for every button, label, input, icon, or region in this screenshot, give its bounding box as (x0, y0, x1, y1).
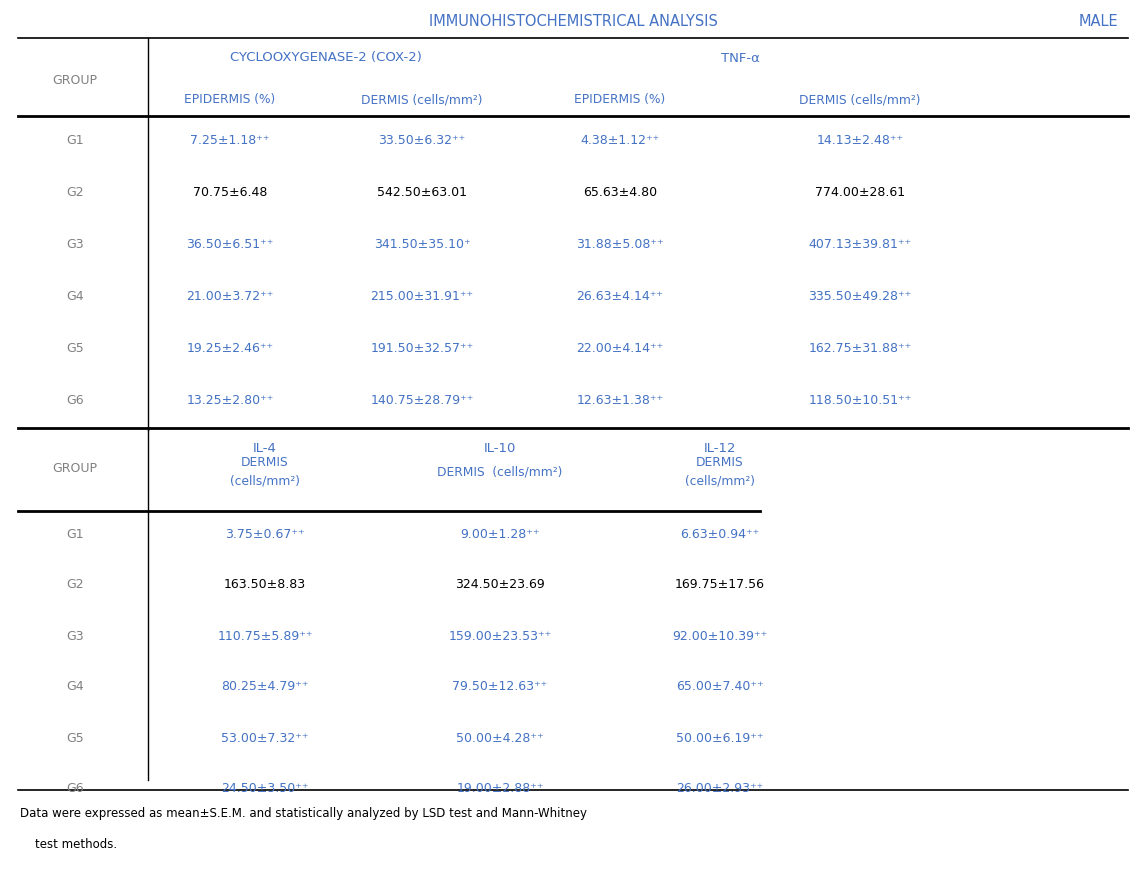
Text: 163.50±8.83: 163.50±8.83 (223, 578, 306, 592)
Text: 110.75±5.89⁺⁺: 110.75±5.89⁺⁺ (218, 629, 313, 643)
Text: IMMUNOHISTOCHEMISTRICAL ANALYSIS: IMMUNOHISTOCHEMISTRICAL ANALYSIS (429, 14, 717, 29)
Text: 12.63±1.38⁺⁺: 12.63±1.38⁺⁺ (576, 394, 664, 408)
Text: 118.50±10.51⁺⁺: 118.50±10.51⁺⁺ (808, 394, 912, 408)
Text: G4: G4 (66, 290, 84, 303)
Text: 50.00±6.19⁺⁺: 50.00±6.19⁺⁺ (676, 732, 763, 745)
Text: 31.88±5.08⁺⁺: 31.88±5.08⁺⁺ (576, 239, 664, 252)
Text: EPIDERMIS (%): EPIDERMIS (%) (185, 93, 276, 107)
Text: 19.25±2.46⁺⁺: 19.25±2.46⁺⁺ (187, 343, 274, 355)
Text: IL-10: IL-10 (484, 441, 516, 455)
Text: 159.00±23.53⁺⁺: 159.00±23.53⁺⁺ (448, 629, 551, 643)
Text: G1: G1 (66, 528, 84, 540)
Text: DERMIS  (cells/mm²): DERMIS (cells/mm²) (438, 465, 563, 479)
Text: 162.75±31.88⁺⁺: 162.75±31.88⁺⁺ (808, 343, 911, 355)
Text: 169.75±17.56: 169.75±17.56 (675, 578, 766, 592)
Text: 19.00±2.88⁺⁺: 19.00±2.88⁺⁺ (456, 782, 543, 796)
Text: 26.00±2.93⁺⁺: 26.00±2.93⁺⁺ (676, 782, 763, 796)
Text: 36.50±6.51⁺⁺: 36.50±6.51⁺⁺ (187, 239, 274, 252)
Text: 53.00±7.32⁺⁺: 53.00±7.32⁺⁺ (221, 732, 308, 745)
Text: DERMIS: DERMIS (696, 457, 744, 470)
Text: test methods.: test methods. (19, 838, 117, 852)
Text: 92.00±10.39⁺⁺: 92.00±10.39⁺⁺ (673, 629, 768, 643)
Text: 80.25±4.79⁺⁺: 80.25±4.79⁺⁺ (221, 681, 308, 693)
Text: G6: G6 (66, 394, 84, 408)
Text: CYCLOOXYGENASE-2 (COX-2): CYCLOOXYGENASE-2 (COX-2) (230, 52, 422, 64)
Text: MALE: MALE (1078, 14, 1118, 29)
Text: GROUP: GROUP (53, 74, 97, 86)
Text: 21.00±3.72⁺⁺: 21.00±3.72⁺⁺ (187, 290, 274, 303)
Text: G1: G1 (66, 134, 84, 148)
Text: DERMIS (cells/mm²): DERMIS (cells/mm²) (361, 93, 482, 107)
Text: 191.50±32.57⁺⁺: 191.50±32.57⁺⁺ (370, 343, 473, 355)
Text: 50.00±4.28⁺⁺: 50.00±4.28⁺⁺ (456, 732, 544, 745)
Text: G2: G2 (66, 578, 84, 592)
Text: 33.50±6.32⁺⁺: 33.50±6.32⁺⁺ (378, 134, 465, 148)
Text: 341.50±35.10⁺: 341.50±35.10⁺ (374, 239, 470, 252)
Text: 140.75±28.79⁺⁺: 140.75±28.79⁺⁺ (370, 394, 473, 408)
Text: G6: G6 (66, 782, 84, 796)
Text: G4: G4 (66, 681, 84, 693)
Text: EPIDERMIS (%): EPIDERMIS (%) (574, 93, 666, 107)
Text: 335.50±49.28⁺⁺: 335.50±49.28⁺⁺ (808, 290, 911, 303)
Text: 65.00±7.40⁺⁺: 65.00±7.40⁺⁺ (676, 681, 764, 693)
Text: DERMIS: DERMIS (241, 457, 289, 470)
Text: 7.25±1.18⁺⁺: 7.25±1.18⁺⁺ (190, 134, 269, 148)
Text: 407.13±39.81⁺⁺: 407.13±39.81⁺⁺ (808, 239, 911, 252)
Text: (cells/mm²): (cells/mm²) (230, 474, 300, 488)
Text: 79.50±12.63⁺⁺: 79.50±12.63⁺⁺ (453, 681, 548, 693)
Text: 14.13±2.48⁺⁺: 14.13±2.48⁺⁺ (816, 134, 903, 148)
Text: 70.75±6.48: 70.75±6.48 (193, 187, 267, 199)
Text: (cells/mm²): (cells/mm²) (685, 474, 755, 488)
Text: 215.00±31.91⁺⁺: 215.00±31.91⁺⁺ (370, 290, 473, 303)
Text: GROUP: GROUP (53, 462, 97, 474)
Text: 9.00±1.28⁺⁺: 9.00±1.28⁺⁺ (461, 528, 540, 540)
Text: 774.00±28.61: 774.00±28.61 (815, 187, 905, 199)
Text: IL-12: IL-12 (704, 441, 736, 455)
Text: G3: G3 (66, 239, 84, 252)
Text: 26.63±4.14⁺⁺: 26.63±4.14⁺⁺ (576, 290, 664, 303)
Text: 3.75±0.67⁺⁺: 3.75±0.67⁺⁺ (225, 528, 305, 540)
Text: G2: G2 (66, 187, 84, 199)
Text: 324.50±23.69: 324.50±23.69 (455, 578, 544, 592)
Text: G3: G3 (66, 629, 84, 643)
Text: TNF-α: TNF-α (721, 52, 760, 64)
Text: 13.25±2.80⁺⁺: 13.25±2.80⁺⁺ (187, 394, 274, 408)
Text: 542.50±63.01: 542.50±63.01 (377, 187, 468, 199)
Text: G5: G5 (66, 343, 84, 355)
Text: 65.63±4.80: 65.63±4.80 (583, 187, 657, 199)
Text: Data were expressed as mean±S.E.M. and statistically analyzed by LSD test and Ma: Data were expressed as mean±S.E.M. and s… (19, 806, 587, 820)
Text: 24.50±3.50⁺⁺: 24.50±3.50⁺⁺ (221, 782, 308, 796)
Text: G5: G5 (66, 732, 84, 745)
Text: 22.00±4.14⁺⁺: 22.00±4.14⁺⁺ (576, 343, 664, 355)
Text: IL-4: IL-4 (253, 441, 277, 455)
Text: 6.63±0.94⁺⁺: 6.63±0.94⁺⁺ (681, 528, 760, 540)
Text: 4.38±1.12⁺⁺: 4.38±1.12⁺⁺ (580, 134, 660, 148)
Text: DERMIS (cells/mm²): DERMIS (cells/mm²) (799, 93, 920, 107)
